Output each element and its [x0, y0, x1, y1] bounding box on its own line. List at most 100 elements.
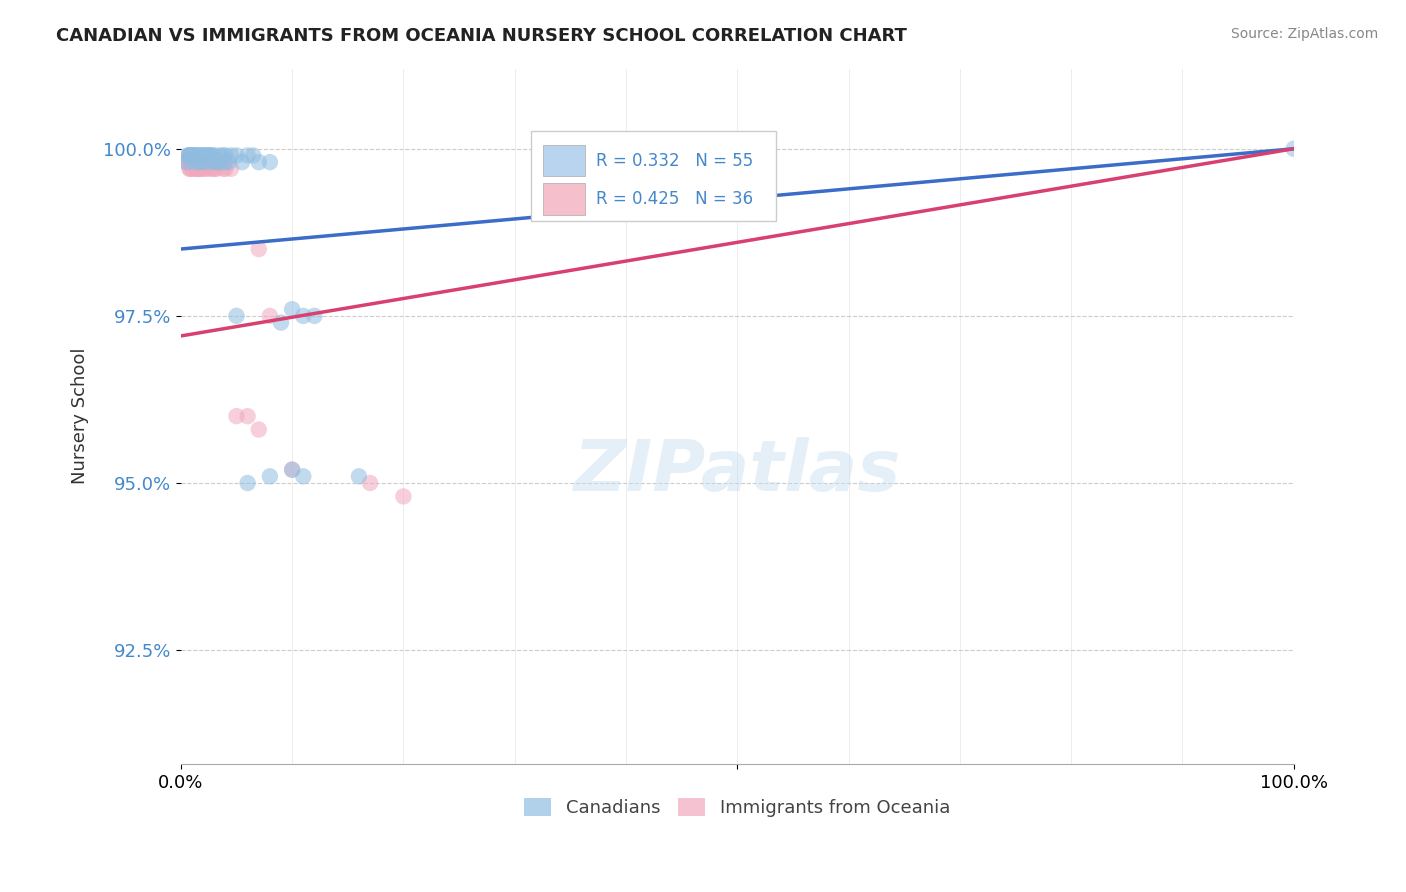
Point	[359, 476, 381, 491]
Point	[186, 161, 208, 176]
Point	[177, 155, 200, 169]
Text: R = 0.425   N = 36: R = 0.425 N = 36	[596, 190, 754, 208]
Point	[247, 423, 270, 437]
Legend: Canadians, Immigrants from Oceania: Canadians, Immigrants from Oceania	[517, 790, 957, 824]
Point	[180, 155, 202, 169]
Point	[208, 155, 231, 169]
Point	[214, 161, 236, 176]
Point	[176, 148, 198, 162]
Point	[184, 148, 207, 162]
Point	[225, 148, 247, 162]
Point	[187, 161, 209, 176]
Point	[194, 161, 217, 176]
Point	[177, 148, 200, 162]
Point	[183, 148, 205, 162]
Point	[242, 148, 264, 162]
Point	[198, 148, 221, 162]
Point	[212, 148, 235, 162]
Point	[191, 148, 214, 162]
Point	[202, 155, 225, 169]
Point	[181, 155, 204, 169]
Point	[214, 155, 236, 169]
Point	[191, 155, 214, 169]
Point	[292, 309, 315, 323]
Point	[181, 155, 204, 169]
Point	[197, 155, 219, 169]
Point	[181, 155, 204, 169]
Point	[247, 155, 270, 169]
Point	[187, 155, 209, 169]
Point	[247, 242, 270, 256]
Point	[292, 469, 315, 483]
Y-axis label: Nursery School: Nursery School	[72, 348, 89, 484]
Point	[179, 161, 201, 176]
Point	[187, 155, 209, 169]
Point	[270, 316, 292, 330]
Point	[236, 476, 259, 491]
Point	[191, 148, 214, 162]
Point	[183, 155, 205, 169]
Point	[190, 148, 212, 162]
Point	[184, 161, 207, 176]
FancyBboxPatch shape	[543, 183, 585, 215]
Point	[187, 148, 209, 162]
Point	[176, 155, 198, 169]
Point	[197, 148, 219, 162]
Text: ZIPatlas: ZIPatlas	[574, 437, 901, 507]
Text: R = 0.332   N = 55: R = 0.332 N = 55	[596, 152, 754, 170]
Point	[225, 309, 247, 323]
Point	[188, 155, 211, 169]
FancyBboxPatch shape	[543, 145, 585, 177]
Point	[181, 148, 204, 162]
Point	[259, 469, 281, 483]
Point	[197, 161, 219, 176]
Point	[231, 155, 253, 169]
Point	[208, 155, 231, 169]
Point	[179, 148, 201, 162]
Point	[179, 148, 201, 162]
Point	[184, 148, 207, 162]
Text: Source: ZipAtlas.com: Source: ZipAtlas.com	[1230, 27, 1378, 41]
Point	[202, 148, 225, 162]
Point	[208, 148, 231, 162]
Point	[259, 309, 281, 323]
Point	[281, 302, 304, 317]
Point	[281, 463, 304, 477]
Point	[214, 148, 236, 162]
Point	[347, 469, 370, 483]
Point	[191, 161, 214, 176]
Point	[392, 490, 415, 504]
Point	[176, 155, 198, 169]
Point	[181, 148, 204, 162]
Point	[193, 148, 215, 162]
Point	[201, 161, 224, 176]
Point	[212, 161, 235, 176]
Point	[219, 148, 242, 162]
Point	[187, 148, 209, 162]
Point	[219, 161, 242, 176]
Point	[190, 161, 212, 176]
Point	[187, 161, 209, 176]
Point	[179, 161, 201, 176]
Point	[200, 148, 222, 162]
Point	[225, 409, 247, 424]
Point	[236, 148, 259, 162]
Point	[236, 409, 259, 424]
Point	[194, 148, 217, 162]
Point	[281, 463, 304, 477]
Point	[202, 161, 225, 176]
Point	[201, 148, 224, 162]
Point	[180, 148, 202, 162]
Point	[176, 155, 198, 169]
Point	[259, 155, 281, 169]
Point	[304, 309, 326, 323]
Point	[181, 161, 204, 176]
Point	[1282, 142, 1305, 156]
Point	[205, 155, 228, 169]
Point	[197, 148, 219, 162]
Point	[198, 155, 221, 169]
Point	[218, 155, 240, 169]
Text: CANADIAN VS IMMIGRANTS FROM OCEANIA NURSERY SCHOOL CORRELATION CHART: CANADIAN VS IMMIGRANTS FROM OCEANIA NURS…	[56, 27, 907, 45]
Point	[191, 155, 214, 169]
Point	[205, 161, 228, 176]
